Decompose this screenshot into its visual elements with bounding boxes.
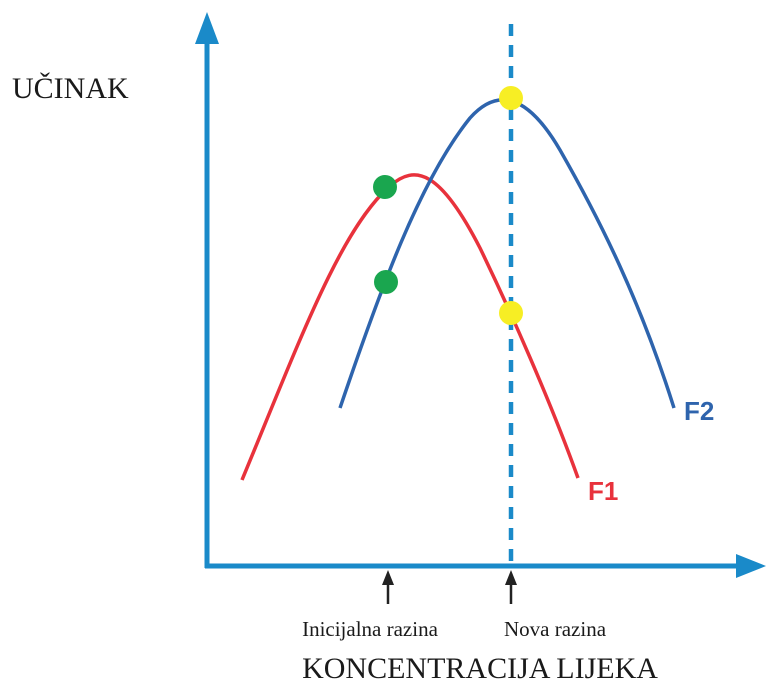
point-f2-initial: [374, 270, 398, 294]
curve-f2-label: F2: [684, 396, 714, 426]
new-level-arrow: [505, 570, 517, 604]
x-axis-label: KONCENTRACIJA LIJEKA: [302, 652, 658, 685]
point-f1-initial: [373, 175, 397, 199]
y-axis-arrowhead: [195, 12, 219, 44]
y-axis-label: UČINAK: [12, 72, 129, 105]
initial-level-arrow: [382, 570, 394, 604]
curve-f1: [240, 173, 580, 481]
new-level-label: Nova razina: [504, 617, 607, 641]
curve-f2: [338, 98, 676, 409]
point-f2-new: [499, 86, 523, 110]
x-axis-arrowhead: [736, 554, 766, 578]
point-f1-new: [499, 301, 523, 325]
curve-f1-label: F1: [588, 476, 618, 506]
initial-level-label: Inicijalna razina: [302, 617, 439, 641]
